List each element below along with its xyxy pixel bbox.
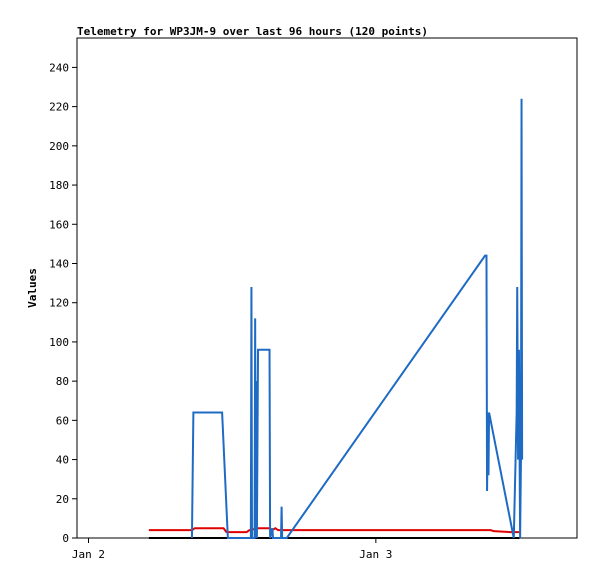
- chart-title: Telemetry for WP3JM-9 over last 96 hours…: [77, 25, 428, 38]
- y-axis: 0 20 40 60 80 100 120 140 160 180 200 220 240: [49, 61, 77, 545]
- y-tick-label: 100: [49, 336, 69, 349]
- y-tick-label: 180: [49, 179, 69, 192]
- y-tick-label: 20: [56, 493, 69, 506]
- plot-area-frame: [76, 37, 578, 539]
- series-layer: [148, 98, 524, 539]
- y-tick-label: 40: [56, 454, 69, 467]
- y-tick-label: 60: [56, 414, 69, 427]
- y-tick-label: 120: [49, 297, 69, 310]
- y-axis-label: Values: [26, 268, 39, 308]
- series-line-2: [148, 526, 520, 534]
- y-tick-label: 240: [49, 61, 69, 74]
- x-axis: Jan 2 Jan 3: [72, 538, 392, 561]
- y-tick-label: 200: [49, 140, 69, 153]
- y-tick-label: 80: [56, 375, 69, 388]
- x-tick-label: Jan 2: [72, 548, 105, 561]
- y-tick-label: 220: [49, 101, 69, 114]
- y-tick-label: 160: [49, 218, 69, 231]
- series-line-3: [190, 98, 524, 539]
- y-tick-label: 0: [62, 532, 69, 545]
- x-tick-label: Jan 3: [359, 548, 392, 561]
- y-tick-label: 140: [49, 257, 69, 270]
